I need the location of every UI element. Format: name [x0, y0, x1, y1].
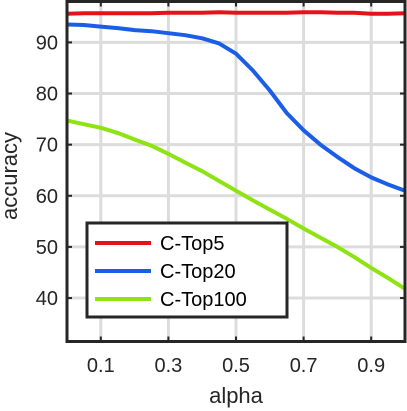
y-tick-label: 60 — [36, 186, 58, 208]
y-tick-label: 90 — [36, 32, 58, 54]
series-lines — [66, 10, 407, 291]
legend-item-c-top20: C-Top20 — [95, 261, 236, 283]
x-tick-label: 0.1 — [87, 355, 115, 377]
x-tick-label: 0.3 — [154, 355, 182, 377]
legend-item-c-top100: C-Top100 — [95, 289, 247, 311]
axis-ticks — [67, 1, 405, 342]
legend-item-c-top5: C-Top5 — [95, 233, 224, 255]
legend-label: C-Top100 — [160, 289, 247, 311]
legend-label: C-Top5 — [160, 233, 224, 255]
x-tick-label: 0.9 — [357, 355, 385, 377]
y-tick-label: 50 — [36, 237, 58, 259]
series-line-c-top20 — [66, 22, 406, 193]
x-axis-label: alpha — [209, 383, 264, 408]
series-line-c-top5 — [66, 10, 406, 16]
y-tick-label: 40 — [36, 288, 58, 310]
series-line-c-top100 — [66, 118, 407, 291]
y-tick-label: 70 — [36, 135, 58, 157]
legend: C-Top5 C-Top20 C-Top100 — [85, 221, 289, 319]
x-tick-label: 0.7 — [290, 355, 318, 377]
y-axis-label: accuracy — [0, 132, 22, 220]
x-tick-label: 0.5 — [222, 355, 250, 377]
legend-label: C-Top20 — [160, 261, 236, 283]
tick-labels: 0.1 0.3 0.5 0.7 0.9 40 50 60 70 80 90 — [36, 32, 385, 377]
y-tick-label: 80 — [36, 84, 58, 106]
